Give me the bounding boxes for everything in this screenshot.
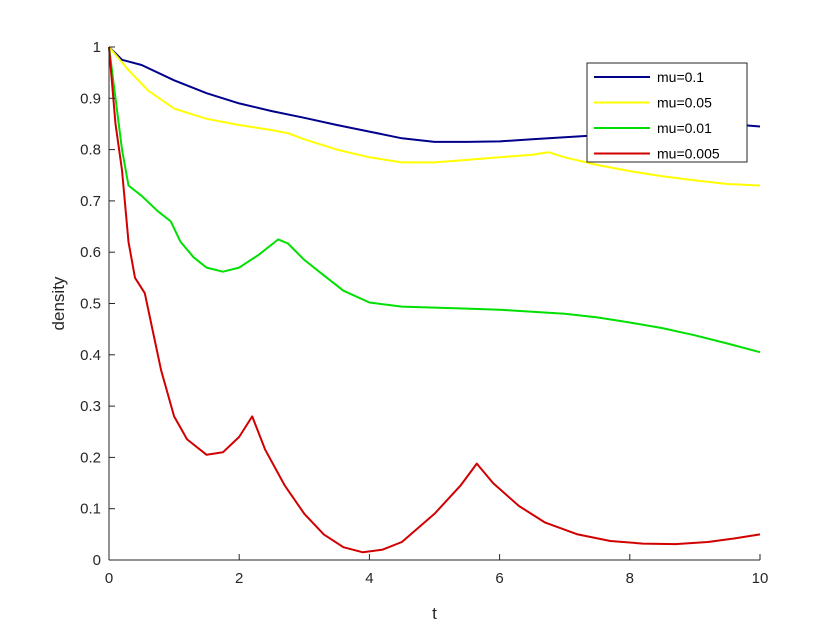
y-tick-label: 0.6: [80, 244, 101, 261]
y-tick-label: 0: [93, 552, 101, 569]
y-ticks: 0 0.1 0.2 0.3 0.4 0.5 0.6 0.7 0.8 0.9 1: [80, 39, 115, 569]
y-tick-label: 1: [93, 39, 101, 56]
series-line-4: [108, 46, 761, 554]
x-tick-label: 8: [626, 570, 634, 587]
x-tick-label: 10: [752, 570, 769, 587]
legend-box: [586, 62, 748, 163]
x-tick-label: 2: [235, 570, 243, 587]
legend: mu=0.1 mu=0.05 mu=0.01 mu=0.005: [586, 62, 748, 163]
y-tick-label: 0.7: [80, 193, 101, 210]
y-tick-label: 0.8: [80, 142, 101, 159]
y-tick-label: 0.3: [80, 398, 101, 415]
legend-label-3: mu=0.01: [657, 120, 712, 136]
x-ticks: 0 2 4 6 8 10: [105, 554, 769, 587]
y-tick-label: 0.1: [80, 501, 101, 518]
y-tick-label: 0.2: [80, 449, 101, 466]
x-tick-label: 6: [495, 570, 503, 587]
y-tick-label: 0.4: [80, 347, 101, 364]
series-line-2: [108, 46, 761, 187]
y-tick-label: 0.5: [80, 296, 101, 313]
x-axis-title: t: [432, 604, 437, 623]
legend-label-4: mu=0.005: [657, 146, 720, 162]
y-axis-title: density: [49, 276, 68, 330]
legend-label-1: mu=0.1: [657, 69, 704, 85]
x-tick-label: 0: [105, 570, 113, 587]
x-tick-label: 4: [365, 570, 373, 587]
y-tick-label: 0.9: [80, 90, 101, 107]
legend-label-2: mu=0.05: [657, 95, 712, 111]
series-line-3: [108, 46, 761, 354]
